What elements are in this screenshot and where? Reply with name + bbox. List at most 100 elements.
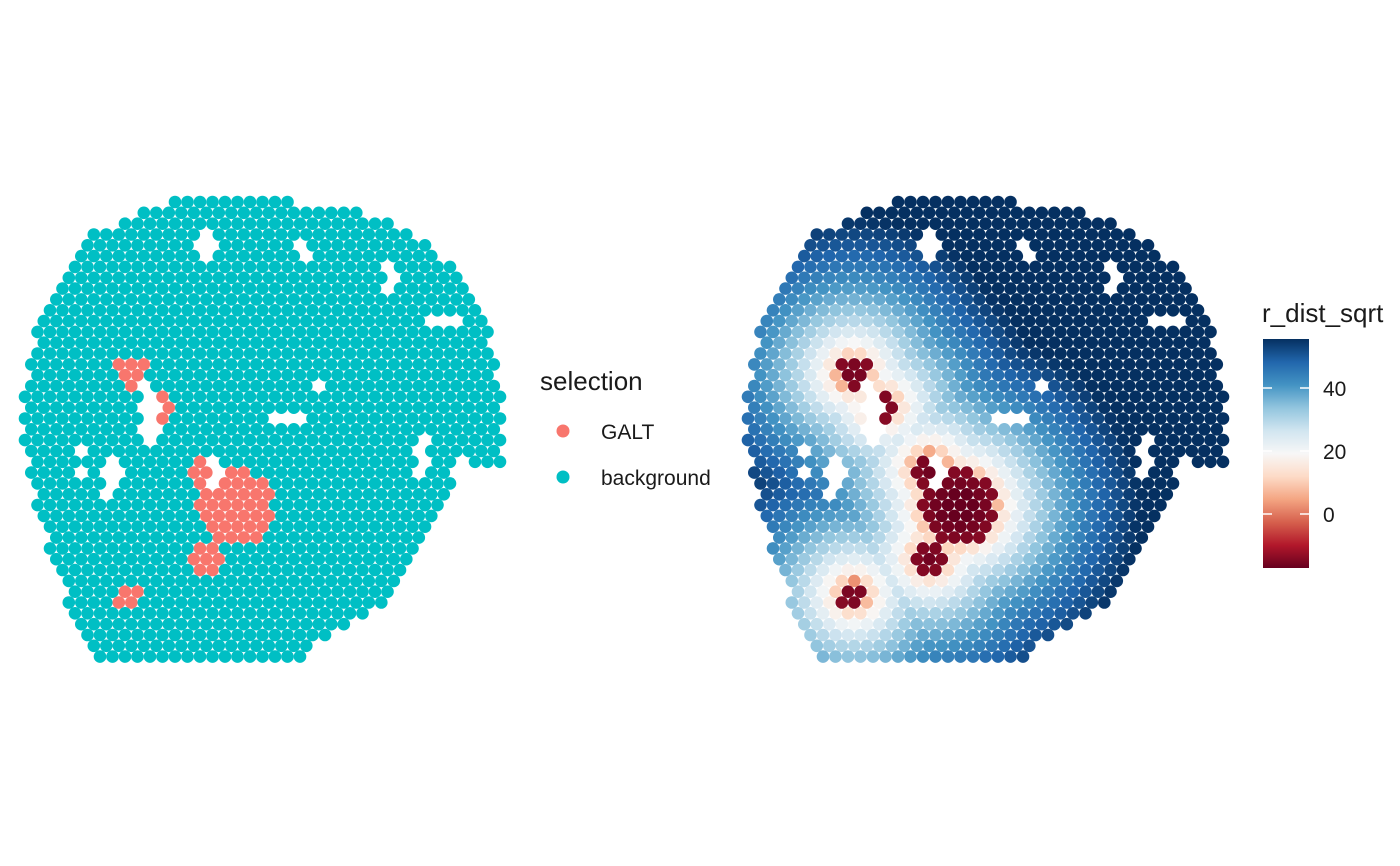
background-spot [331, 520, 344, 533]
distance-spot [1166, 260, 1180, 274]
distance-spot [891, 325, 905, 339]
distance-spot [979, 217, 992, 230]
background-spot [143, 304, 157, 317]
background-spot [287, 488, 301, 501]
distance-spot [904, 477, 917, 490]
distance-spot [829, 304, 842, 317]
background-spot [143, 477, 157, 490]
background-spot [187, 249, 201, 263]
distance-spot [810, 401, 824, 415]
distance-spot [1179, 368, 1192, 382]
distance-spot [1110, 379, 1124, 393]
background-spot [181, 563, 194, 577]
distance-spot [1104, 520, 1117, 533]
distance-spot [785, 444, 799, 458]
background-spot [387, 552, 401, 566]
distance-spot [841, 542, 855, 555]
distance-spot [823, 531, 836, 544]
background-spot [56, 433, 69, 447]
background-spot [281, 455, 294, 469]
distance-spot [773, 401, 786, 415]
distance-spot [1123, 249, 1136, 263]
distance-spot [885, 336, 899, 350]
background-spot [262, 379, 276, 393]
distance-spot [941, 433, 955, 447]
distance-spot [948, 596, 961, 609]
background-spot [275, 314, 288, 328]
background-spot [212, 423, 226, 436]
background-spot [493, 433, 507, 447]
background-spot [281, 195, 294, 209]
background-spot [187, 379, 201, 393]
distance-spot [791, 455, 805, 469]
distance-spot [866, 585, 880, 598]
background-spot [356, 498, 369, 512]
background-spot [431, 498, 444, 512]
background-spot [400, 293, 413, 306]
background-spot [81, 455, 94, 469]
distance-spot [1066, 217, 1080, 230]
background-spot [281, 304, 294, 317]
background-spot [243, 260, 257, 274]
distance-spot [966, 217, 980, 230]
background-spot [281, 390, 294, 404]
background-spot [25, 423, 38, 436]
distance-spot [816, 390, 830, 404]
distance-spot [898, 552, 911, 566]
background-spot [362, 423, 376, 436]
distance-spot [1035, 249, 1049, 263]
background-spot [218, 217, 232, 230]
background-spot [468, 347, 482, 360]
distance-spot [1129, 347, 1142, 360]
background-spot [100, 271, 113, 285]
background-spot [162, 249, 176, 263]
distance-spot [1023, 228, 1036, 241]
distance-spot [1160, 379, 1174, 393]
galt-spot [125, 358, 138, 371]
distance-spot [898, 314, 911, 328]
background-spot [162, 293, 176, 306]
distance-legend-title: r_dist_sqrt [1262, 298, 1384, 328]
distance-spot [1029, 455, 1042, 469]
background-spot [81, 520, 94, 533]
distance-spot [991, 433, 1005, 447]
distance-spot [854, 239, 867, 252]
background-spot [312, 617, 326, 631]
distance-spot [810, 639, 824, 653]
background-spot [68, 585, 82, 598]
distance-spot [1148, 271, 1161, 285]
background-spot [493, 390, 507, 404]
distance-spot [985, 293, 999, 306]
background-spot [381, 217, 394, 230]
background-spot [406, 368, 419, 382]
background-spot [75, 531, 88, 544]
distance-spot [1135, 423, 1149, 436]
distance-spot [1110, 401, 1124, 415]
background-spot [137, 293, 151, 306]
distance-spot [1160, 271, 1174, 285]
background-spot [193, 347, 207, 360]
distance-spot [1048, 574, 1061, 588]
distance-spot [1048, 249, 1061, 263]
distance-spot [798, 314, 811, 328]
distance-spot [923, 639, 936, 653]
background-spot [206, 433, 219, 447]
distance-spot [1091, 412, 1105, 425]
distance-spot [941, 390, 955, 404]
distance-spot [1029, 368, 1042, 382]
distance-spot [791, 477, 805, 490]
background-spot [437, 488, 451, 501]
distance-spot [879, 520, 892, 533]
distance-spot [1073, 423, 1086, 436]
distance-spot [973, 423, 986, 436]
background-spot [218, 239, 232, 252]
distance-spot [848, 444, 861, 458]
background-spot [175, 379, 188, 393]
distance-spot [1010, 271, 1024, 285]
distance-spot [1148, 509, 1161, 523]
galt-spot [218, 477, 232, 490]
distance-spot [1041, 282, 1055, 295]
background-spot [381, 239, 394, 252]
distance-spot [766, 477, 780, 490]
distance-spot [1173, 401, 1186, 415]
